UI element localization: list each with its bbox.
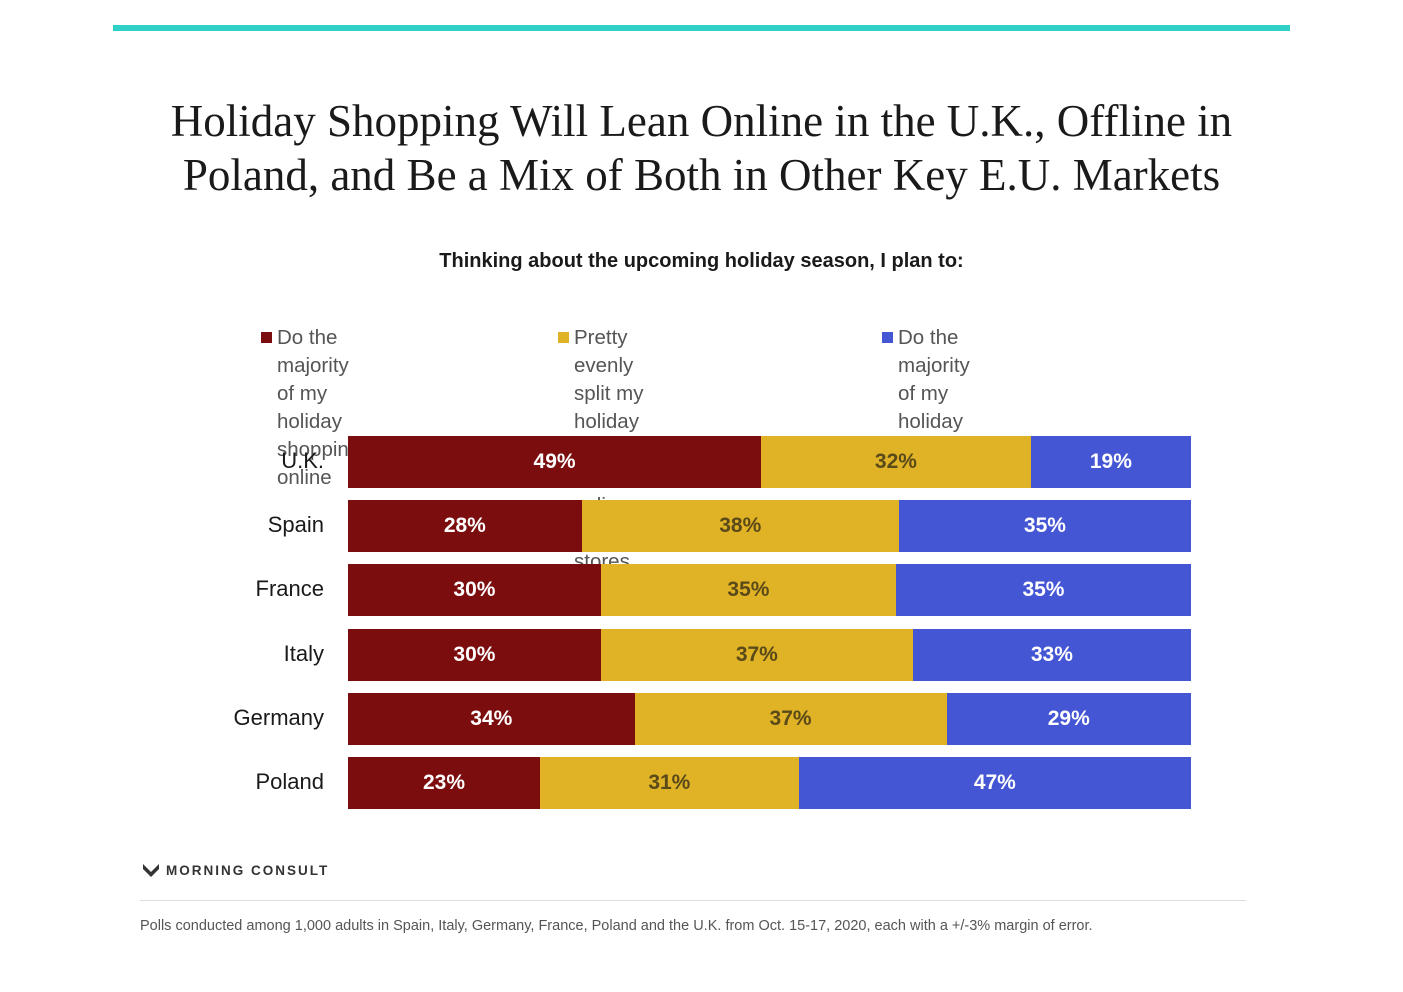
data-label: 33%: [1030, 643, 1073, 666]
chart-title-line-1: Holiday Shopping Will Lean Online in the…: [170, 96, 1233, 146]
data-label: 32%: [874, 450, 917, 473]
category-label: France: [255, 576, 324, 601]
bar-segment: 31%: [539, 757, 799, 809]
legend-swatch: [261, 332, 272, 343]
bar-segment: 38%: [581, 500, 899, 552]
bar-segment: 29%: [946, 693, 1191, 745]
bar-segment: 37%: [634, 693, 947, 745]
data-label: 30%: [453, 643, 496, 666]
category-label: U.K.: [281, 448, 324, 473]
category-label: Poland: [255, 769, 324, 794]
bar-segment: 49%: [348, 436, 762, 488]
bar-row: 30% 37% 33%: [348, 629, 1191, 681]
data-label: 37%: [769, 707, 812, 730]
bar-segment: 34%: [348, 693, 635, 745]
top-accent-rule: [113, 25, 1290, 31]
data-label: 31%: [648, 771, 691, 794]
category-label: Germany: [233, 705, 324, 730]
category-label: Spain: [267, 512, 324, 537]
bar-segment: 35%: [600, 564, 896, 616]
bar-segment: 32%: [761, 436, 1031, 488]
bar-segment: 35%: [898, 500, 1191, 552]
bar-row: 28% 38% 35%: [348, 500, 1191, 552]
data-label: 37%: [735, 643, 778, 666]
data-label: 35%: [727, 578, 770, 601]
footnote: Polls conducted among 1,000 adults in Sp…: [140, 918, 1093, 934]
category-label: Italy: [283, 641, 324, 666]
morning-consult-logo-icon: [143, 864, 159, 877]
bar-row: 23% 31% 47%: [348, 757, 1191, 809]
bar-segment: 19%: [1030, 436, 1191, 488]
bar-segment: 37%: [600, 629, 913, 681]
data-label: 38%: [719, 514, 762, 537]
chart-title: Holiday Shopping Will Lean Online in the…: [0, 94, 1403, 202]
data-label: 47%: [973, 771, 1016, 794]
chart-title-line-2: Poland, and Be a Mix of Both in Other Ke…: [182, 150, 1221, 200]
brand-logo: MORNING CONSULT: [142, 862, 329, 878]
bar-segment: 30%: [348, 629, 601, 681]
bar-row: 34% 37% 29%: [348, 693, 1191, 745]
data-label: 35%: [1022, 578, 1065, 601]
bar-segment: 35%: [895, 564, 1191, 616]
data-label: 29%: [1047, 707, 1090, 730]
data-label: 35%: [1023, 514, 1066, 537]
chart-subtitle: Thinking about the upcoming holiday seas…: [439, 250, 964, 272]
data-label: 49%: [533, 450, 576, 473]
bar-row: 30% 35% 35%: [348, 564, 1191, 616]
legend-swatch: [558, 332, 569, 343]
bar-segment: 47%: [798, 757, 1191, 809]
bar-segment: 28%: [348, 500, 582, 552]
bar-segment: 23%: [348, 757, 540, 809]
data-label: 34%: [470, 707, 513, 730]
bar-segment: 33%: [912, 629, 1191, 681]
data-label: 23%: [422, 771, 465, 794]
legend-swatch: [882, 332, 893, 343]
bar-row: 49% 32% 19%: [348, 436, 1191, 488]
footer-divider: [140, 900, 1246, 901]
data-label: 28%: [443, 514, 486, 537]
bar-segment: 30%: [348, 564, 601, 616]
data-label: 19%: [1089, 450, 1132, 473]
brand-name: MORNING CONSULT: [166, 862, 330, 878]
legend-label: Do the majority of my holiday shopping o…: [277, 326, 361, 489]
data-label: 30%: [453, 578, 496, 601]
